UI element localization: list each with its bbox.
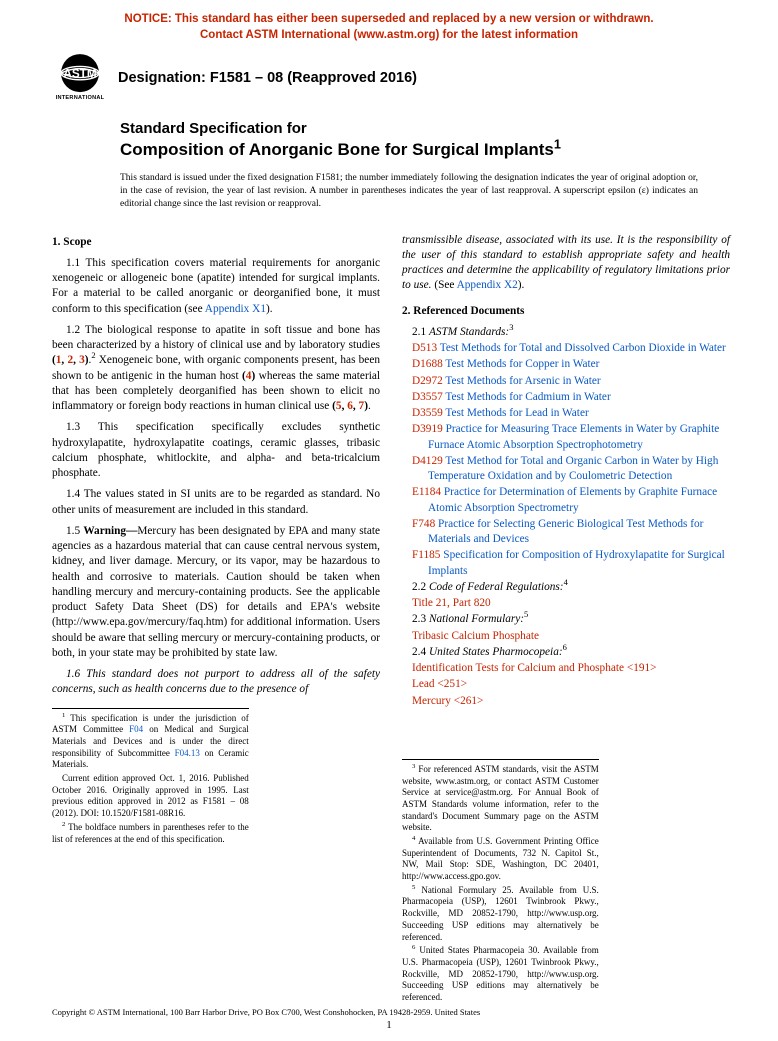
sub-2-4: 2.4 United States Pharmocopeia:6 <box>402 645 730 660</box>
para-1-3: 1.3 This specification specifically excl… <box>52 420 380 481</box>
issuance-note: This standard is issued under the fixed … <box>0 162 778 210</box>
body-columns: 1. Scope 1.1 This specification covers m… <box>0 211 778 1006</box>
usp-list: Identification Tests for Calcium and Pho… <box>402 661 730 709</box>
appendix-x1-link[interactable]: Appendix X1 <box>205 303 266 315</box>
sub-2-1: 2.1 ASTM Standards:3 <box>402 325 730 340</box>
svg-text:ASTM: ASTM <box>63 68 96 81</box>
astm-logo: ASTM INTERNATIONAL <box>52 53 108 101</box>
astm-ref-item[interactable]: F748 Practice for Selecting Generic Biol… <box>402 517 730 548</box>
footnotes-left: 1 This specification is under the jurisd… <box>52 708 249 846</box>
para-1-1: 1.1 This specification covers material r… <box>52 256 380 317</box>
title-line1: Standard Specification for <box>120 119 718 139</box>
sub-2-3: 2.3 National Formulary:5 <box>402 612 730 627</box>
refdocs-heading: 2. Referenced Documents <box>402 304 730 319</box>
subcommittee-link[interactable]: F04.13 <box>175 748 200 758</box>
footnote-2: 2 The boldface numbers in parentheses re… <box>52 822 249 845</box>
footnote-3: 3 For referenced ASTM standards, visit t… <box>402 764 599 834</box>
footnote-6: 6 United States Pharmacopeia 30. Availab… <box>402 945 599 1003</box>
designation-text: Designation: F1581 – 08 (Reapproved 2016… <box>118 68 417 86</box>
footnote-edition: Current edition approved Oct. 1, 2016. P… <box>52 773 249 820</box>
astm-ref-item[interactable]: D1688 Test Methods for Copper in Water <box>402 357 730 372</box>
astm-ref-item[interactable]: D513 Test Methods for Total and Dissolve… <box>402 341 730 356</box>
left-column: 1. Scope 1.1 This specification covers m… <box>52 233 380 1006</box>
astm-standards-list: D513 Test Methods for Total and Dissolve… <box>402 341 730 579</box>
footnote-1: 1 This specification is under the jurisd… <box>52 713 249 771</box>
astm-ref-item[interactable]: E1184 Practice for Determination of Elem… <box>402 485 730 516</box>
astm-ref-item[interactable]: D3919 Practice for Measuring Trace Eleme… <box>402 422 730 453</box>
para-1-6: 1.6 This standard does not purport to ad… <box>52 667 380 698</box>
para-1-5: 1.5 Warning—Mercury has been designated … <box>52 524 380 661</box>
right-column: transmissible disease, associated with i… <box>402 233 730 1006</box>
standard-title: Standard Specification for Composition o… <box>0 101 778 162</box>
svg-text:INTERNATIONAL: INTERNATIONAL <box>56 95 105 101</box>
usp-ref-item[interactable]: Identification Tests for Calcium and Pho… <box>402 661 730 676</box>
footnote-5: 5 National Formulary 25. Available from … <box>402 885 599 943</box>
para-1-6-cont: transmissible disease, associated with i… <box>402 233 730 294</box>
astm-ref-item[interactable]: D4129 Test Method for Total and Organic … <box>402 454 730 485</box>
astm-ref-item[interactable]: F1185 Specification for Composition of H… <box>402 548 730 579</box>
usp-ref-item[interactable]: Lead <251> <box>402 677 730 692</box>
notice-line2: Contact ASTM International (www.astm.org… <box>200 29 578 41</box>
appendix-x2-link[interactable]: Appendix X2 <box>457 279 518 291</box>
committee-f04-link[interactable]: F04 <box>129 724 143 734</box>
copyright-footer: Copyright © ASTM International, 100 Barr… <box>0 1007 778 1019</box>
header-row: ASTM INTERNATIONAL Designation: F1581 – … <box>0 47 778 101</box>
notice-banner: NOTICE: This standard has either been su… <box>0 0 778 47</box>
astm-ref-item[interactable]: D2972 Test Methods for Arsenic in Water <box>402 374 730 389</box>
para-1-2: 1.2 The biological response to apatite i… <box>52 323 380 415</box>
footnote-4: 4 Available from U.S. Government Printin… <box>402 836 599 883</box>
para-1-4: 1.4 The values stated in SI units are to… <box>52 487 380 518</box>
footnotes-right: 3 For referenced ASTM standards, visit t… <box>402 759 599 1004</box>
cfr-item[interactable]: Title 21, Part 820 <box>402 596 730 611</box>
astm-ref-item[interactable]: D3557 Test Methods for Cadmium in Water <box>402 390 730 405</box>
notice-line1: NOTICE: This standard has either been su… <box>124 13 653 25</box>
title-line2: Composition of Anorganic Bone for Surgic… <box>120 139 718 162</box>
astm-ref-item[interactable]: D3559 Test Methods for Lead in Water <box>402 406 730 421</box>
page-number: 1 <box>0 1019 778 1031</box>
sub-2-2: 2.2 Code of Federal Regulations:4 <box>402 580 730 595</box>
usp-ref-item[interactable]: Mercury <261> <box>402 694 730 709</box>
scope-heading: 1. Scope <box>52 235 380 250</box>
